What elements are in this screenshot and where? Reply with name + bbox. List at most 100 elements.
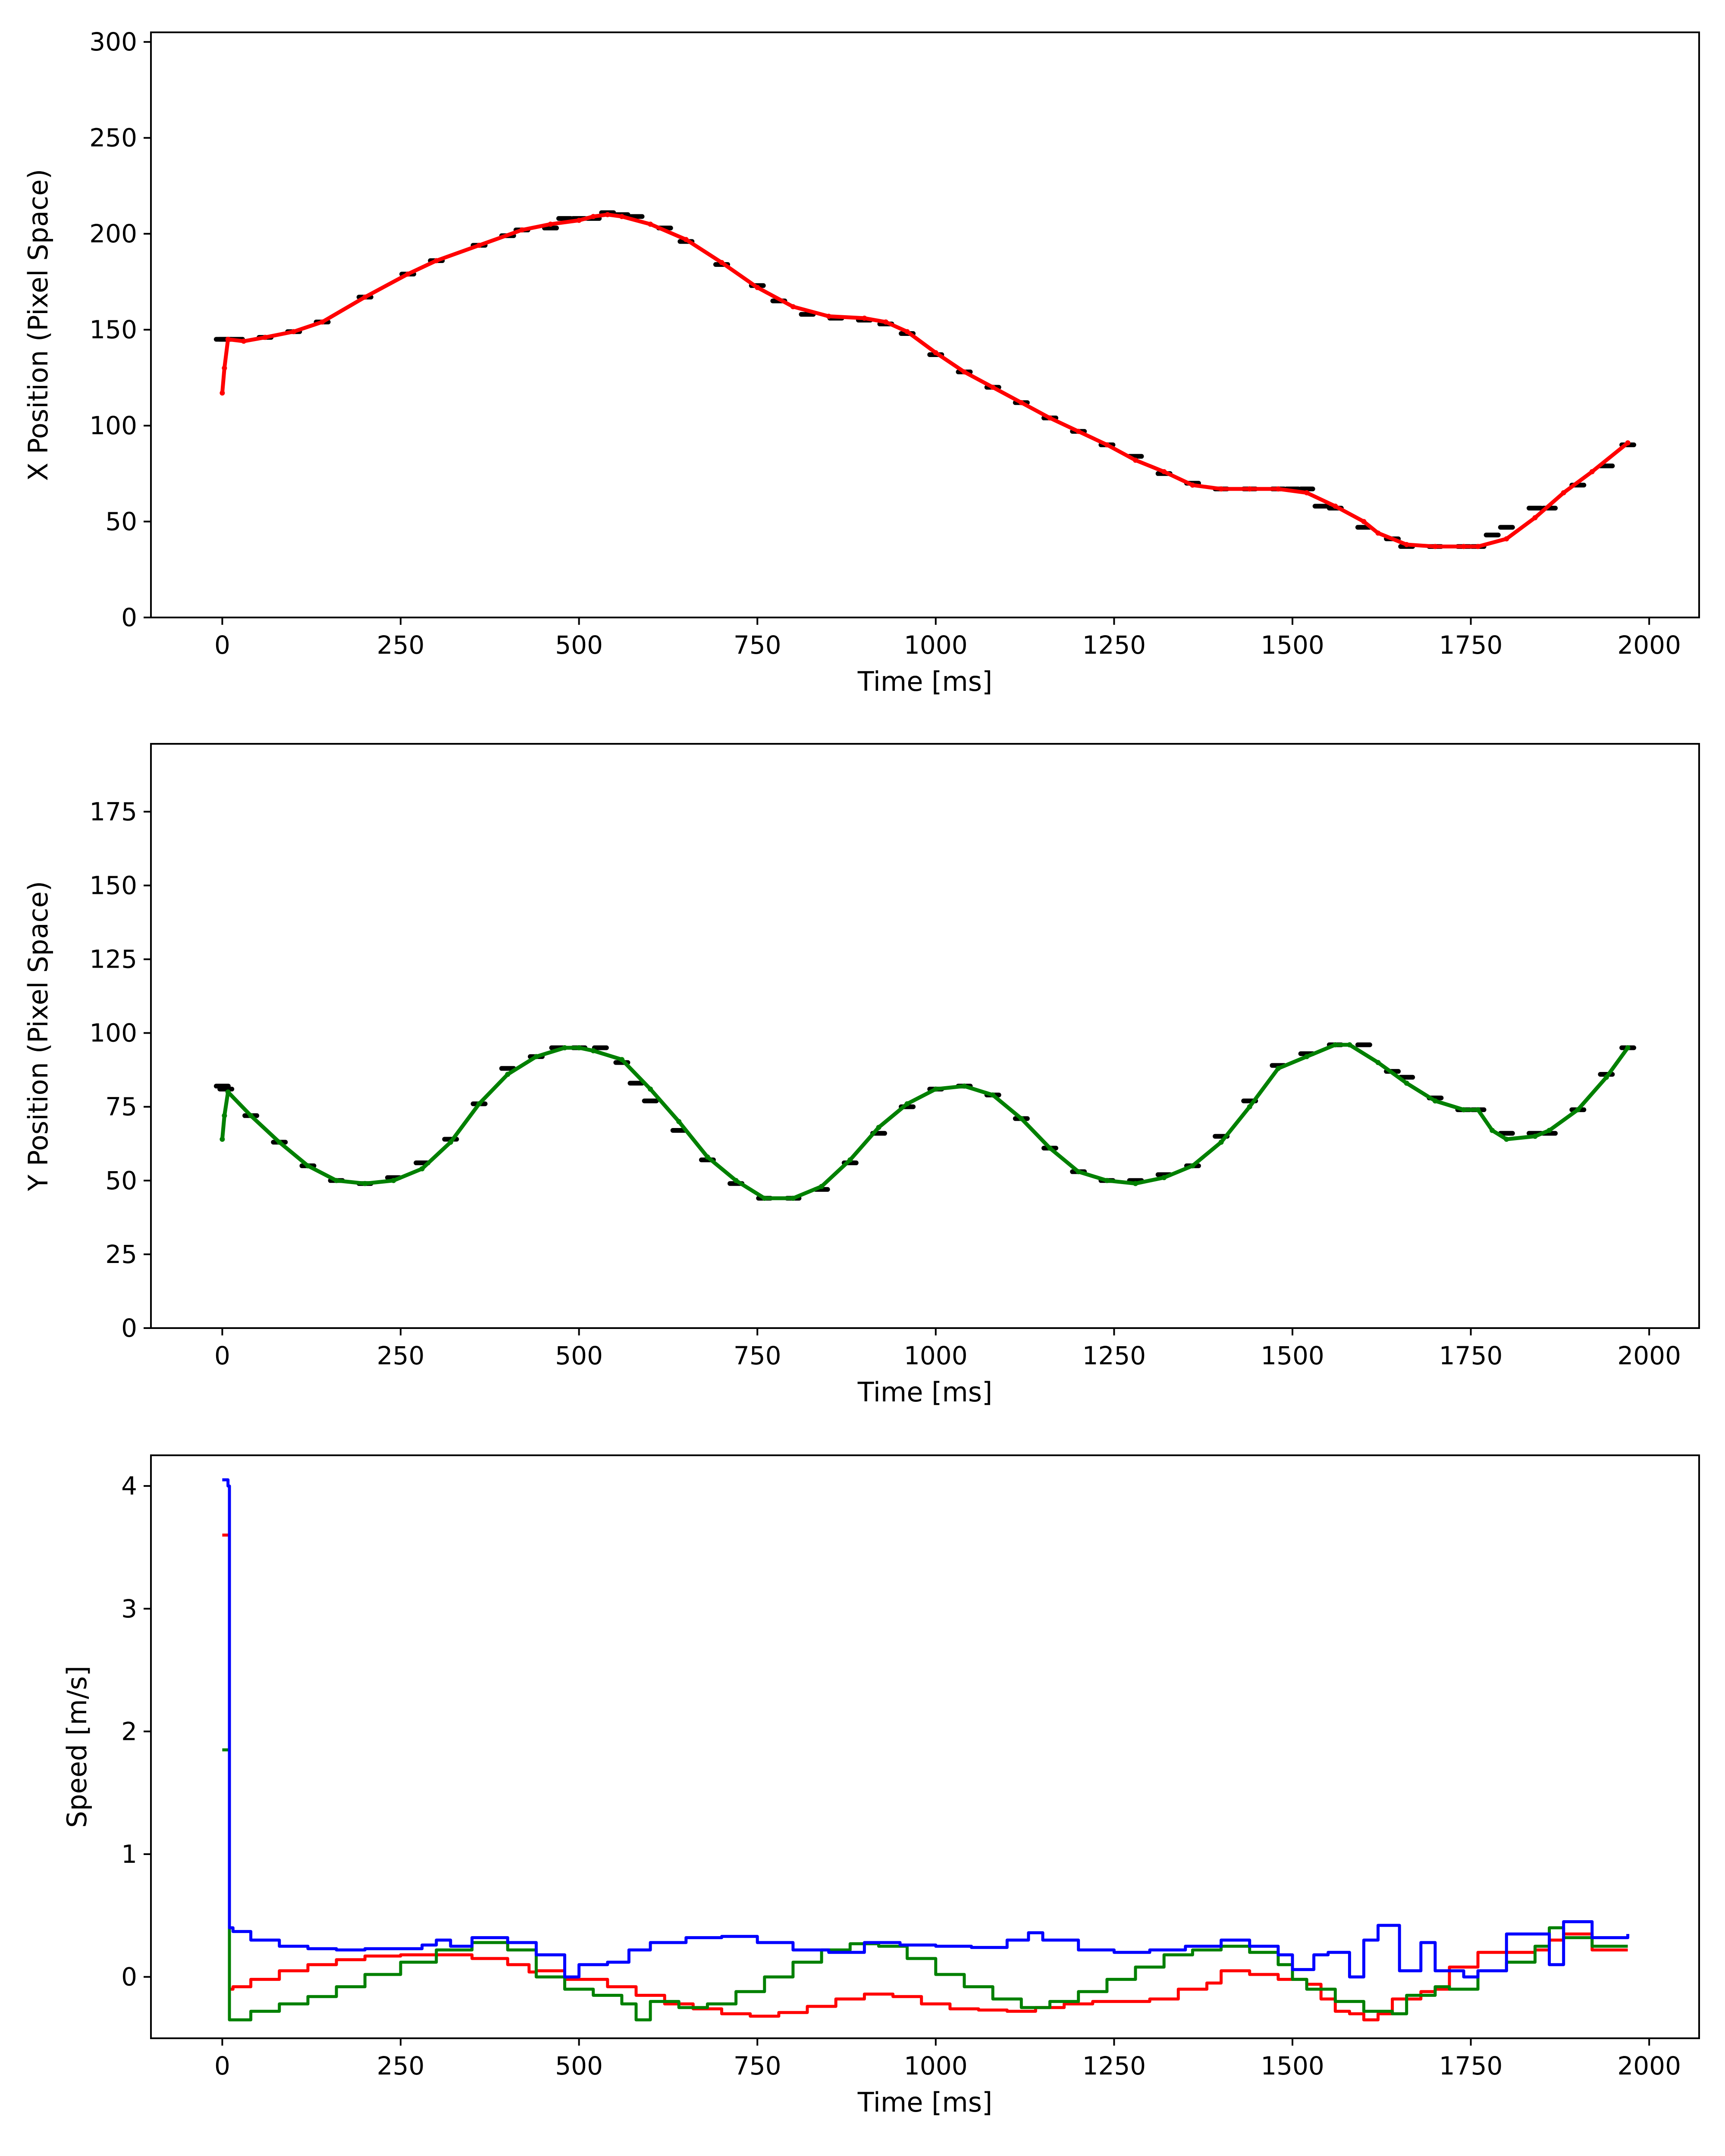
data-point [222,366,227,371]
data-point [391,1178,396,1183]
data-point [1333,504,1338,509]
y-tick-label: 150 [89,315,137,345]
data-point [1076,429,1081,434]
data-point [1104,442,1110,448]
data-point [933,1087,938,1092]
data-point [362,295,367,300]
x-tick-label: 1500 [1261,2051,1324,2081]
data-point [577,218,582,223]
x-tick-label: 750 [734,2051,781,2081]
data-point [862,316,867,321]
data-point [362,1181,367,1186]
plot-area-x [216,212,1634,549]
data-point [548,222,553,227]
y-tick-label: 75 [105,1092,137,1122]
data-point [1104,1178,1110,1183]
data-point [619,1057,624,1062]
data-point [705,1154,710,1159]
data-point [477,243,482,248]
x-tick-label: 0 [214,1341,230,1370]
data-point [1161,1175,1167,1180]
data-point [1276,1066,1281,1071]
data-point [1019,1116,1024,1121]
data-point [1133,1181,1138,1186]
x-tick-label: 500 [555,1341,603,1370]
y-axis-label-y: Y Position (Pixel Space) [22,881,54,1191]
data-point [420,1166,425,1172]
series-0 [216,1045,1634,1198]
data-point [220,390,225,395]
x-tick-label: 250 [377,1341,425,1370]
data-point [847,1157,853,1163]
x-tick-label: 1750 [1439,1341,1503,1370]
data-point [648,222,653,227]
data-point [962,1084,967,1089]
data-point [226,337,231,342]
y-tick-label: 2 [121,1717,137,1746]
x-tick-label: 750 [734,630,781,660]
data-point [1161,469,1167,474]
data-point [1276,486,1281,492]
y-tick-label: 4 [121,1471,137,1501]
series-2 [222,1480,1628,1977]
plot-area-y [216,1042,1634,1201]
series-line-1 [222,1045,1628,1198]
data-point [1219,486,1224,492]
y-tick-label: 175 [89,797,137,826]
series-0 [222,1535,1628,2020]
data-point [1376,1060,1381,1065]
x-axis-label-y: Time [ms] [857,1376,993,1408]
y-axis-ticks-y: 0 25 50 75 100 125 150 175 [89,797,151,1343]
y-axis-label-x: X Position (Pixel Space) [22,169,54,481]
data-point [755,285,760,290]
y-tick-label: 250 [89,123,137,153]
x-tick-label: 250 [377,630,425,660]
series-line-0 [222,1535,1628,2020]
series-1 [220,212,1630,549]
data-point [1533,515,1538,520]
data-point [619,214,624,219]
data-point [762,1196,767,1201]
x-axis-label-speed: Time [ms] [857,2087,993,2118]
x-tick-label: 250 [377,2051,425,2081]
data-point [1219,1140,1224,1145]
data-point [1604,1075,1609,1080]
data-point [1361,519,1366,524]
x-axis-ticks-speed: 0 250 500 750 1000 1250 1500 1750 2000 [214,2038,1681,2081]
data-point [1547,1128,1552,1133]
data-point [334,1178,339,1183]
y-tick-label: 150 [89,871,137,900]
y-tick-label: 0 [121,1962,137,1992]
data-point [648,1087,653,1092]
data-point [305,1163,310,1169]
data-point [591,214,596,219]
y-axis-label-speed: Speed [m/s] [61,1666,93,1828]
x-axis-ticks-y: 0 250 500 750 1000 1250 1500 1750 2000 [214,1328,1681,1370]
panel-speed: 0 250 500 750 1000 1250 1500 1750 2000 0 1 2 3 4 Tim… [61,1455,1699,2118]
data-point [990,385,995,390]
y-axis-ticks-speed: 0 1 2 3 4 [121,1471,151,1992]
plot-frame-y [151,744,1699,1328]
data-point [933,350,938,355]
data-point [790,304,796,309]
data-point [277,1140,282,1145]
data-point [263,335,268,340]
data-point [1504,536,1509,542]
data-point [241,338,246,344]
series-1 [222,1750,1628,2020]
data-point [1247,1104,1252,1109]
x-tick-label: 1250 [1082,2051,1146,2081]
y-tick-label: 1 [121,1839,137,1869]
data-point [533,1054,539,1059]
data-point [591,1048,596,1053]
data-point [1461,1107,1466,1112]
panel-x-position: 0 250 500 750 1000 1250 1500 1750 2000 0 50 100 150… [22,27,1699,697]
plot-area-speed [222,1480,1628,2020]
data-point [1133,458,1138,463]
data-point [1533,1134,1538,1139]
x-tick-label: 500 [555,2051,603,2081]
x-tick-label: 0 [214,2051,230,2081]
data-point [826,314,831,319]
data-point [684,237,689,242]
